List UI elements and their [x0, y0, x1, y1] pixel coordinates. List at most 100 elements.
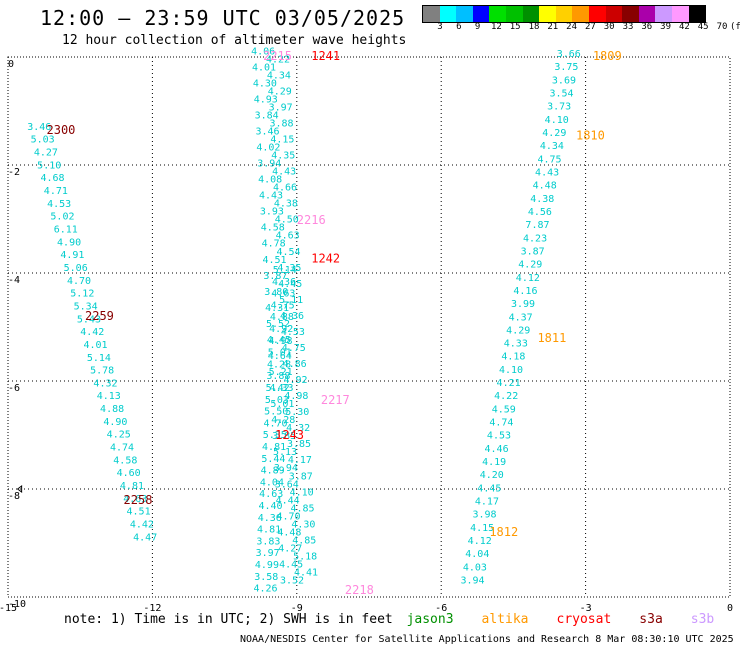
wave-height-value: 4.06 [251, 46, 275, 57]
wave-height-value: 5.78 [90, 366, 114, 377]
wave-height-value: 4.75 [271, 300, 295, 311]
wave-height-value: 4.63 [271, 289, 295, 300]
wave-height-value: 4.35 [271, 151, 295, 162]
wave-height-value: 3.94 [257, 159, 281, 170]
y-tick-label: -10 [8, 599, 26, 610]
wave-height-value: 4.63 [276, 231, 300, 242]
wave-height-value: 4.81 [262, 442, 286, 453]
wave-height-value: 4.13 [97, 391, 121, 402]
wave-height-value: 4.15 [270, 135, 294, 146]
pass-time-label: 2217 [321, 393, 350, 407]
wave-height-value: 3.83 [256, 536, 280, 547]
wave-height-value: 4.45 [279, 559, 303, 570]
pass-time-label: 2218 [345, 583, 374, 597]
wave-height-value: 3.93 [260, 207, 284, 218]
wave-height-value: 4.34 [540, 141, 564, 152]
wave-height-value: 4.58 [113, 455, 137, 466]
wave-height-value: 4.16 [513, 286, 537, 297]
wave-height-value: 5.43 [77, 314, 101, 325]
legend-label: 36 [641, 22, 653, 32]
wave-height-value: 5.11 [279, 295, 303, 306]
satellite-list: jason3altikacryosats3as3bswot [401, 612, 740, 627]
page-subtitle: 12 hour collection of altimeter wave hei… [62, 33, 407, 48]
wave-height-value: 4.86 [283, 359, 307, 370]
wave-height-value: 6.11 [54, 225, 78, 236]
wave-height-value: 4.31 [265, 303, 289, 314]
bottom-note: note: 1) Time is in UTC; 2) SWH is in fe… [64, 612, 740, 627]
legend-swatch [605, 6, 623, 22]
wave-height-value: 4.29 [518, 260, 542, 271]
wave-height-value: 5.35 [263, 430, 287, 441]
wave-height-value: 5.42 [266, 383, 290, 394]
wave-height-value: 3.87 [289, 471, 313, 482]
pass-time-label: 1242 [311, 251, 340, 265]
legend-label: 27 [584, 22, 596, 32]
wave-height-value: 3.64 [275, 479, 299, 490]
wave-height-value: 4.28 [267, 359, 291, 370]
wave-height-value: 4.32 [286, 423, 310, 434]
pass-time-label: 2216 [297, 213, 326, 227]
wave-height-value: 3.85 [287, 439, 311, 450]
wave-height-value: 4.92 [269, 324, 293, 335]
wave-height-value: 4.28 [271, 415, 295, 426]
pass-time-label: 1241 [311, 49, 340, 63]
x-tick-label: -15 [0, 603, 17, 614]
wave-height-value: 4.46 [485, 444, 509, 455]
wave-height-value: 4.33 [269, 383, 293, 394]
wave-height-value: 4.10 [499, 365, 523, 376]
satellite-jason3: jason3 [406, 612, 454, 627]
wave-height-value: 7.87 [525, 220, 549, 231]
wave-height-value: 3.80 [264, 287, 288, 298]
wave-height-value: 3.54 [550, 88, 574, 99]
wave-height-value: 4.53 [47, 199, 71, 210]
wave-height-value: 3.75 [554, 62, 578, 73]
wave-height-value: 4.64 [268, 351, 292, 362]
wave-height-value: 4.98 [284, 391, 308, 402]
wave-height-value: 4.70 [276, 511, 300, 522]
wave-height-value: 4.17 [475, 497, 499, 508]
wave-height-value: 4.35 [277, 263, 301, 274]
y-tick-label: -2 [8, 167, 20, 178]
legend-swatch [588, 6, 606, 22]
wave-height-value: 4.36 [258, 513, 282, 524]
wave-height-value: 4.59 [492, 404, 516, 415]
wave-height-value: 4.29 [506, 325, 530, 336]
wave-height-value: 4.40 [258, 501, 282, 512]
legend-label: 3 [437, 22, 443, 32]
wave-height-value: 4.38 [530, 194, 554, 205]
wave-height-value: 4.45 [278, 279, 302, 290]
legend-label: 18 [528, 22, 540, 32]
x-tick-label: -12 [143, 603, 161, 614]
wave-height-value: 4.43 [535, 167, 559, 178]
wave-height-value: 4.30 [291, 519, 315, 530]
y-tick-label: -4 [8, 275, 20, 286]
direction-marker [16, 485, 23, 493]
wave-height-value: 4.08 [258, 175, 282, 186]
y-tick-label: -6 [8, 383, 20, 394]
wave-height-value: 4.12 [468, 536, 492, 547]
pass-time-label: 1243 [275, 428, 304, 442]
wave-height-value: 5.52 [266, 319, 290, 330]
wave-height-value: 4.21 [497, 378, 521, 389]
wave-height-value: 4.25 [107, 430, 131, 441]
wave-height-value: 5.18 [293, 551, 317, 562]
wave-height-value: 3.85 [272, 431, 296, 442]
wave-height-value: 4.88 [270, 312, 294, 323]
wave-height-value: 3.94 [460, 576, 484, 587]
wave-height-value: 4.53 [281, 327, 305, 338]
wave-height-value: 4.92 [283, 375, 307, 386]
wave-height-value: 4.60 [117, 468, 141, 479]
wave-height-value: 4.43 [272, 167, 296, 178]
wave-height-value: 5.44 [261, 454, 285, 465]
wave-height-legend [422, 5, 707, 23]
wave-height-value: 4.23 [523, 233, 547, 244]
legend-swatch [638, 6, 656, 22]
wave-height-value: 4.78 [262, 239, 286, 250]
wave-height-value: 4.20 [480, 470, 504, 481]
wave-height-value: 4.75 [282, 343, 306, 354]
wave-height-value: 4.45 [267, 335, 291, 346]
wave-height-value: 4.15 [470, 523, 494, 534]
wave-height-value: 4.45 [477, 483, 501, 494]
y-tick-label: 0 [8, 59, 14, 70]
